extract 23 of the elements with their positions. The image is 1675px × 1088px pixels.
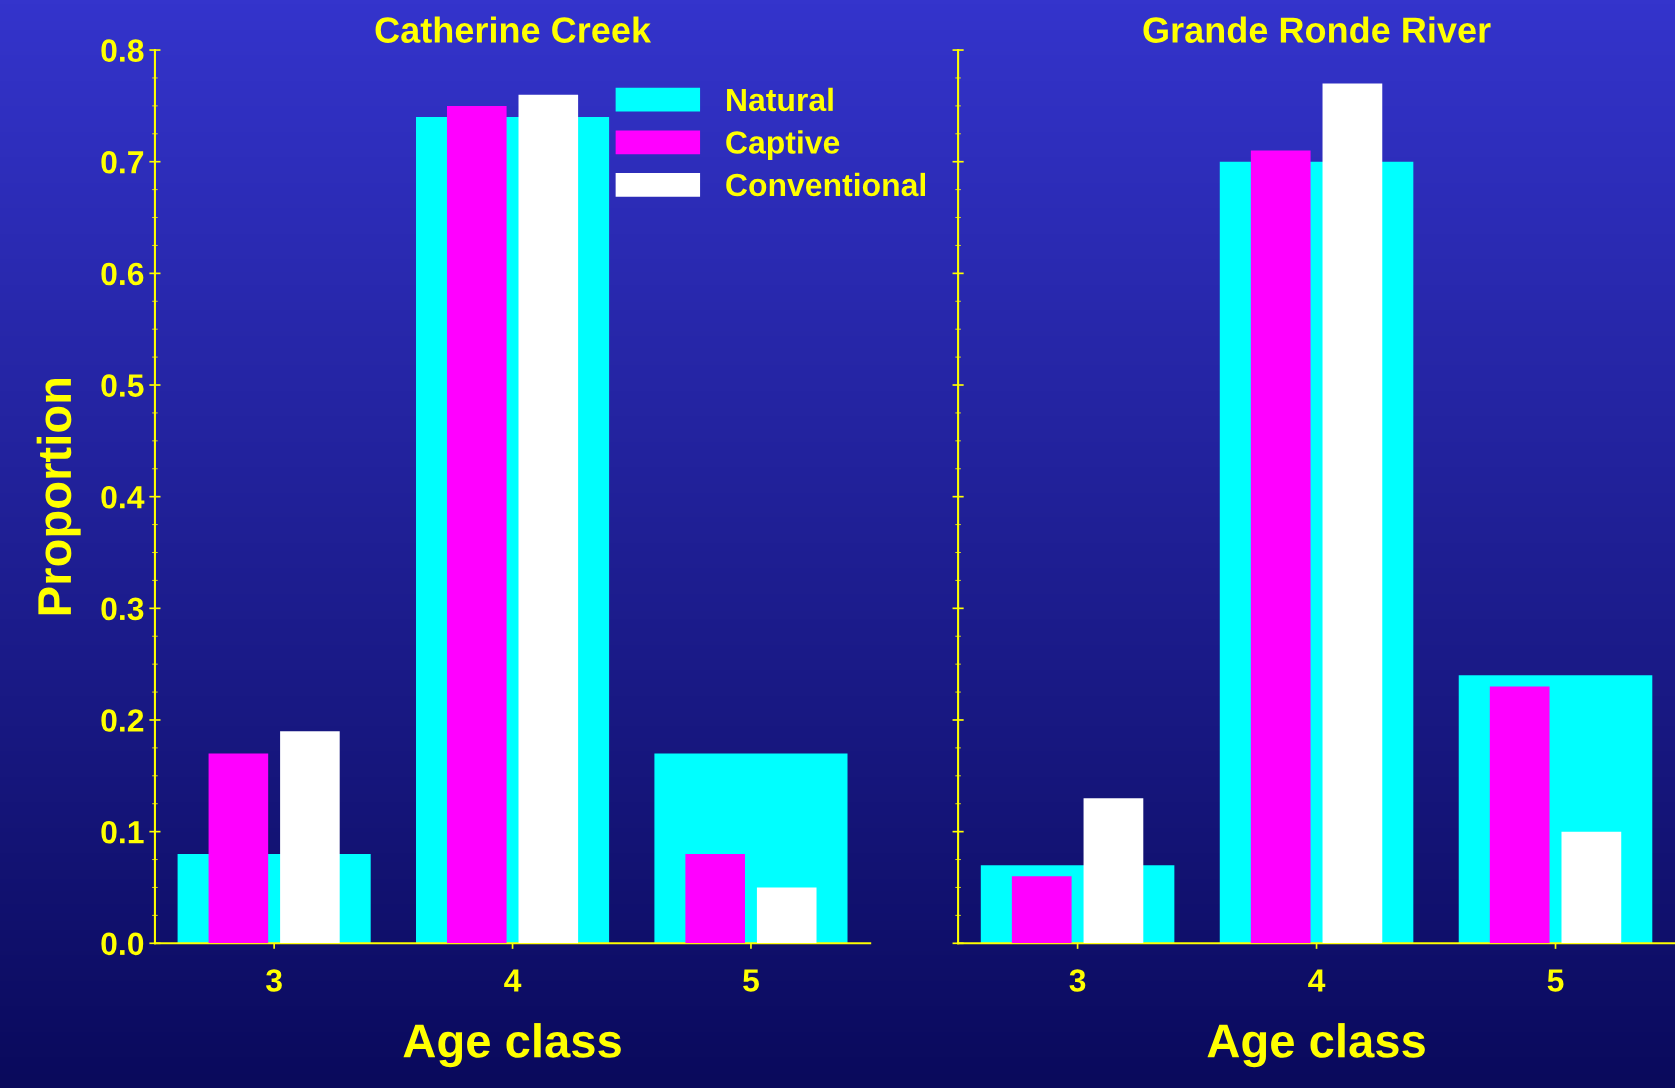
y-tick-label: 0.0 (101, 932, 144, 956)
x-tick-label: 4 (504, 969, 522, 992)
legend-label: Captive (726, 130, 840, 161)
y-tick-label: 0.4 (101, 485, 145, 509)
x-tick-label: 4 (1308, 969, 1326, 992)
chart-title: Catherine Creek (375, 16, 652, 43)
x-tick-label: 3 (1069, 969, 1086, 992)
x-tick-label: 5 (743, 969, 759, 992)
y-axis-title: Proportion (36, 378, 81, 615)
x-tick-label: 5 (1547, 969, 1564, 992)
legend-label: Conventional (726, 172, 925, 197)
y-tick-label: 0.8 (101, 39, 144, 62)
y-tick-label: 0.2 (101, 709, 144, 732)
y-tick-label: 0.1 (101, 820, 144, 844)
y-tick-label: 0.3 (101, 597, 144, 621)
y-tick-label: 0.7 (101, 150, 144, 174)
x-axis-title: Age class (403, 1023, 621, 1068)
legend-label: Natural (727, 87, 833, 112)
chart-title: Grande Ronde River (1143, 16, 1491, 43)
y-tick-label: 0.6 (101, 262, 144, 286)
y-tick-label: 0.5 (101, 374, 144, 397)
x-tick-label: 3 (265, 969, 282, 992)
x-axis-title: Age class (1207, 1023, 1425, 1068)
